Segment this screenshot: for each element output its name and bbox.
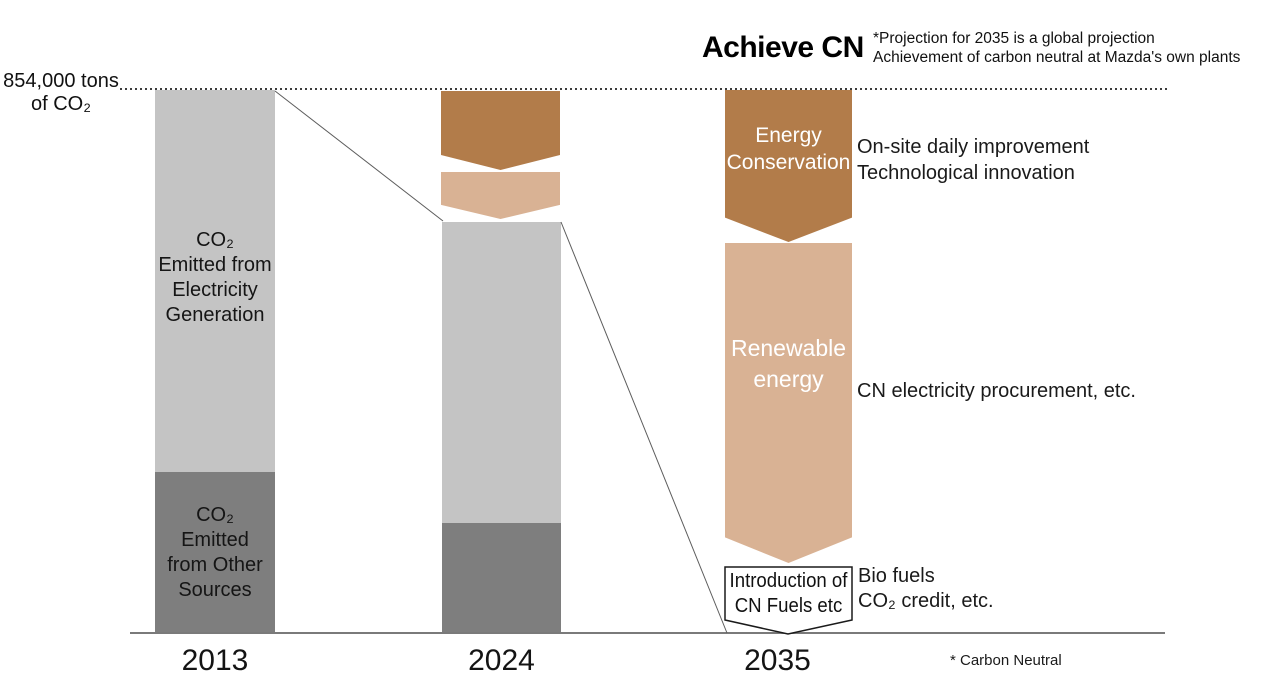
dotted-reference-line [120, 88, 1170, 90]
label-line: Emitted from [158, 254, 272, 276]
label-line: CN Fuels etc [734, 595, 843, 617]
reduction-chevron-energy-conservation-icon [441, 91, 560, 170]
label-line: Sources [178, 579, 252, 601]
note-line: CN electricity procurement, etc. [857, 380, 1136, 402]
bar-2013-other-label: CO₂ Emitted from Other Sources [155, 503, 275, 603]
renewable-energy-arrow-icon [725, 243, 852, 563]
label-line: Renewable [730, 335, 847, 361]
label-line: Introduction of [729, 570, 848, 592]
label-line: Conservation [726, 151, 851, 174]
carbon-neutral-footnote: * Carbon Neutral [950, 652, 1062, 669]
bar-2013-electricity-label: CO₂ Emitted from Electricity Generation [155, 228, 275, 328]
note-line: Technological innovation [857, 162, 1075, 184]
cn-fuels-methods-note: Bio fuels CO₂ credit, etc. [858, 564, 994, 614]
bar-2013-electricity-segment [155, 90, 275, 472]
cn-fuels-box-label: Introduction of CN Fuels etc [728, 569, 850, 619]
bar-2024-electricity-segment [442, 222, 561, 523]
label-line: CO₂ [196, 504, 234, 526]
energy-conservation-label: Energy Conservation [725, 122, 852, 176]
renewable-energy-methods-note: CN electricity procurement, etc. [857, 378, 1136, 404]
decline-line-2024-2035 [560, 221, 728, 634]
total-emissions-line1: 854,000 tons [3, 70, 119, 92]
energy-conservation-arrow-icon [725, 90, 852, 242]
total-emissions-line2: of CO₂ [31, 93, 91, 115]
label-line: Emitted [181, 529, 249, 551]
label-line: energy [753, 366, 824, 392]
energy-conservation-methods-note: On-site daily improvement Technological … [857, 134, 1089, 186]
label-line: Electricity [172, 279, 258, 301]
x-axis-baseline [130, 632, 1165, 634]
bar-2024-other-segment [442, 523, 561, 634]
renewable-energy-label: Renewable energy [725, 333, 852, 395]
note-line: CO₂ credit, etc. [858, 590, 994, 612]
label-line: Energy [755, 124, 822, 147]
bar-2013-other-segment [155, 472, 275, 633]
projection-footnote-line2: Achievement of carbon neutral at Mazda's… [873, 49, 1241, 66]
chart-title: Achieve CN [702, 31, 864, 64]
note-line: On-site daily improvement [857, 136, 1090, 158]
label-line: Generation [165, 304, 265, 326]
x-tick-2024: 2024 [468, 644, 535, 677]
total-emissions-label: 854,000 tons of CO₂ [0, 70, 122, 116]
x-tick-2013: 2013 [181, 644, 249, 677]
note-line: Bio fuels [858, 565, 935, 587]
label-line: from Other [167, 554, 263, 576]
reduction-chevron-renewable-energy-icon [441, 172, 560, 219]
decline-line-2013-2024 [274, 90, 444, 222]
x-tick-2035: 2035 [744, 644, 811, 677]
label-line: CO₂ [196, 229, 234, 251]
projection-footnote: *Projection for 2035 is a global project… [873, 29, 1240, 67]
projection-footnote-line1: *Projection for 2035 is a global project… [873, 30, 1155, 47]
